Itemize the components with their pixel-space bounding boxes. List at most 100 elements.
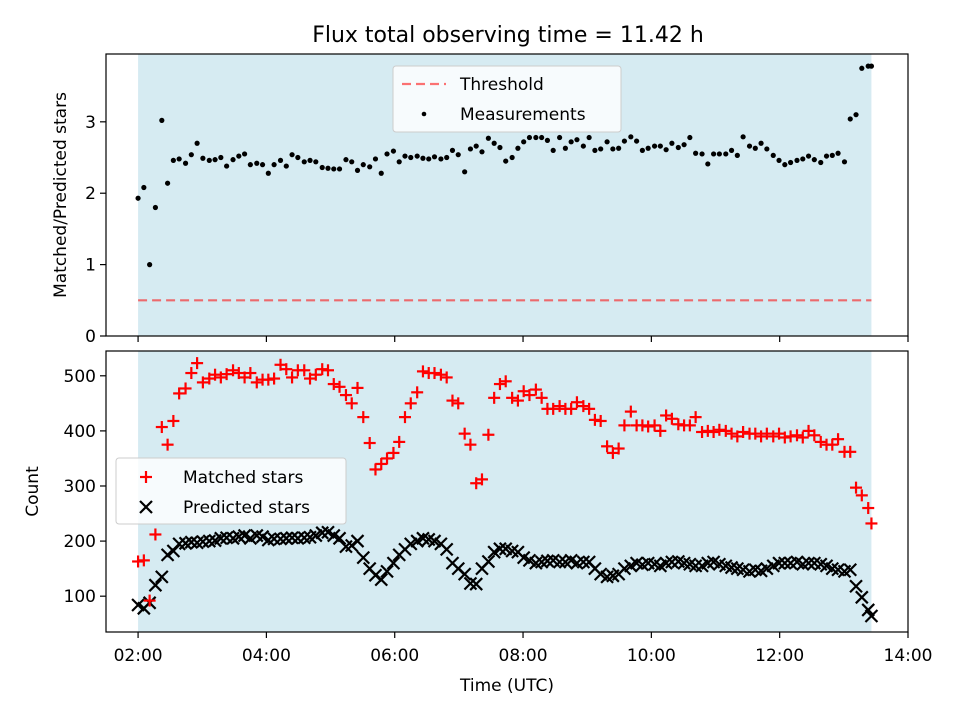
measurement-point [800,156,806,162]
matched-point [381,452,394,465]
matched-point [488,391,501,404]
top-panel: 0 1 2 3 Matched/Predicted stars Threshold M… [51,53,909,347]
measurement-point [811,157,817,163]
measurement-point [247,162,253,168]
matched-point [814,435,827,448]
legend-matched-swatch [140,471,152,483]
top-y-tick-label: 1 [85,256,96,276]
measurement-point [313,159,319,165]
measurement-point [847,116,853,122]
measurement-point [491,140,497,146]
measurement-point [170,157,176,163]
measurement-point [420,155,426,161]
matched-point [167,414,180,427]
predicted-point [481,554,496,569]
predicted-point [380,564,394,579]
matched-point [227,364,240,377]
predicted-point [267,532,281,546]
matched-point [220,368,233,381]
matched-point [535,391,548,404]
matched-point [132,555,145,568]
top-y-tick-label: 0 [85,327,96,347]
measurement-point [289,152,295,158]
matched-point [784,430,797,443]
predicted-point [350,534,365,548]
measurement-point [699,151,705,157]
measurement-point [372,156,379,162]
measurement-point [515,145,521,151]
legend-predicted-label: Predicted stars [183,498,310,518]
predicted-point [457,567,472,581]
measurement-point [467,146,474,152]
measurement-point [455,152,461,158]
top-y-axis-label: Matched/Predicted stars [51,92,71,298]
x-tick-label: 10:00 [627,646,676,666]
measurement-point [182,160,189,166]
matched-point [244,367,257,380]
matched-point [440,371,453,384]
measurement-point [568,139,574,145]
bottom-y-tick-label: 400 [64,422,96,442]
measurement-point [770,152,776,158]
measurement-point [473,143,479,149]
predicted-point [356,550,371,565]
measurement-point [859,65,865,71]
matched-point [179,382,192,395]
measurement-point [818,159,824,166]
matched-point [665,412,678,425]
matched-point [345,397,358,410]
matched-point [654,424,667,437]
matched-point [155,421,168,434]
top-y-tick-label: 2 [85,184,96,204]
legend-threshold-label: Threshold [459,75,544,95]
matched-point [696,425,709,438]
matched-point [434,368,447,381]
measurement-point [639,147,645,153]
matched-point [594,414,607,427]
matched-point [648,419,661,432]
measurement-point [787,159,794,166]
measurement-point [390,148,397,154]
matched-point [161,438,174,451]
measurement-point [562,145,568,151]
matched-point [369,463,382,476]
measurement-point [705,161,711,167]
matched-point [333,380,346,393]
predicted-point [688,559,703,573]
matched-point [547,402,560,415]
matched-point [523,389,536,402]
matched-point [749,427,762,440]
predicted-point [148,578,163,592]
legend-x-marker [139,500,153,514]
matched-point [826,438,839,451]
bottom-axes-frame [105,350,909,633]
predicted-point [540,554,555,568]
predicted-point [160,548,175,562]
measurement-point [716,151,722,157]
predicted-point [279,531,294,546]
predicted-point [155,570,169,584]
predicted-point [843,562,858,577]
matched-point [583,402,596,415]
matched-point [404,397,417,410]
measurement-point [868,63,875,69]
measurement-point [265,170,271,176]
measurement-point [485,135,491,141]
measurement-point [710,151,717,157]
matched-point [808,429,821,442]
measurement-point [200,155,206,161]
measurement-point [402,153,408,159]
measurement-point [758,140,764,146]
measurement-point [853,112,859,118]
legend-measurements-swatch [421,111,427,117]
matched-point [482,428,495,441]
legend-predicted-swatch [139,500,153,514]
bottom-y-tick-label: 300 [64,477,96,497]
matched-point [865,517,878,530]
measurement-point [687,134,693,141]
x-tick-label: 12:00 [755,646,804,666]
measurement-point [521,139,527,145]
matched-point [755,430,768,443]
matched-point [565,402,578,415]
x-tick-label: 04:00 [242,646,291,666]
